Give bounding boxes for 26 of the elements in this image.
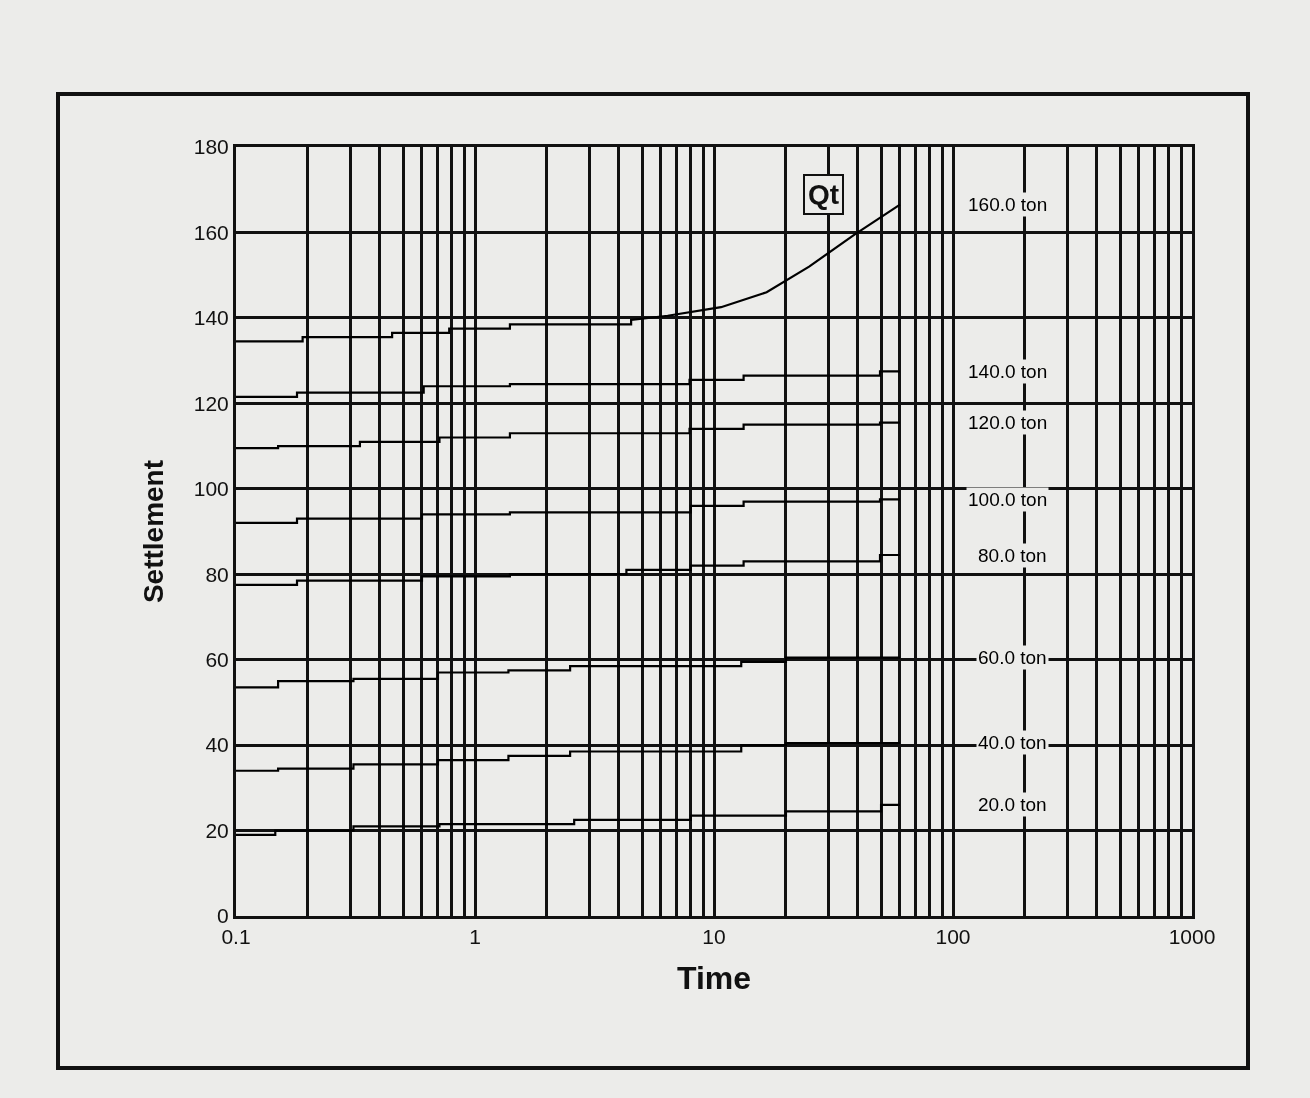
y-tick-label: 60 bbox=[205, 648, 229, 672]
text: 120.0 ton bbox=[968, 412, 1048, 433]
text: 80.0 ton bbox=[978, 545, 1047, 566]
y-tick-label: 160 bbox=[193, 220, 229, 244]
y-tick-label: 0 bbox=[217, 904, 229, 928]
y-tick-label: 180 bbox=[193, 135, 229, 159]
text: 160.0 ton bbox=[968, 194, 1048, 215]
annotation: Qt bbox=[808, 179, 840, 210]
y-tick-label: 80 bbox=[205, 562, 229, 586]
y-tick-label: 120 bbox=[193, 391, 229, 415]
y-axis-title: Settlement bbox=[138, 459, 170, 604]
y-tick-label: 140 bbox=[193, 306, 229, 330]
text: 20.0 ton bbox=[978, 794, 1047, 815]
y-tick-label: 20 bbox=[205, 818, 229, 842]
text: 40.0 ton bbox=[978, 732, 1047, 753]
text: 60.0 ton bbox=[978, 647, 1047, 668]
y-tick-label: 40 bbox=[205, 733, 229, 757]
x-tick-label: 0.1 bbox=[221, 925, 251, 949]
text: 140.0 ton bbox=[968, 361, 1048, 382]
x-tick-label: 1000 bbox=[1168, 925, 1216, 949]
text: 100.0 ton bbox=[968, 489, 1048, 510]
x-tick-label: 100 bbox=[935, 925, 971, 949]
x-axis-title: Time bbox=[676, 960, 752, 997]
x-tick-label: 10 bbox=[702, 925, 726, 949]
y-tick-label: 100 bbox=[193, 477, 229, 501]
x-tick-label: 1 bbox=[469, 925, 481, 949]
